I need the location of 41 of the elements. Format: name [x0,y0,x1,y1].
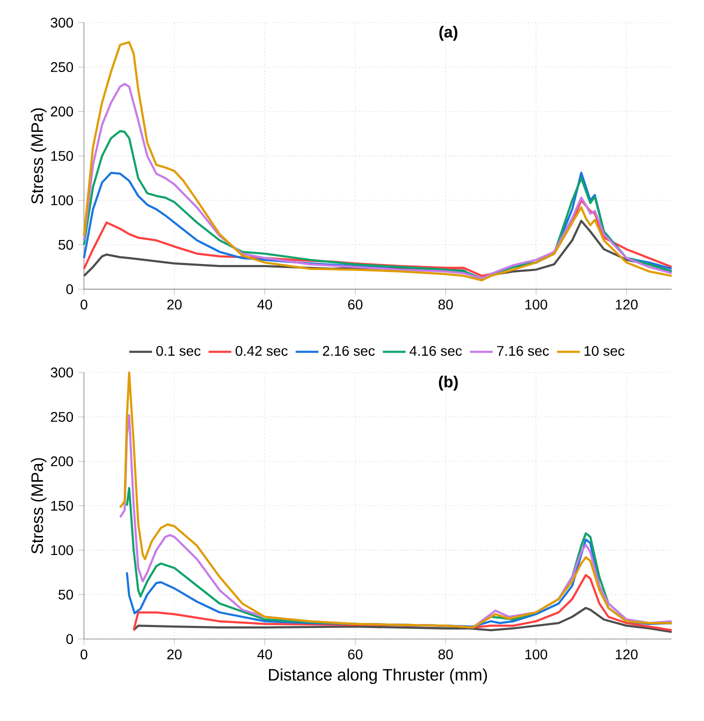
x-axis-title: Distance along Thruster (mm) [269,668,488,684]
line-series [83,41,673,282]
x-tick-label: 60 [348,649,363,660]
x-tick-label: 80 [438,649,454,660]
x-tick-label: 100 [526,300,548,310]
x-tick-label: 60 [348,300,363,310]
legend-label: 7.16 sec [497,346,550,356]
legend-label: 2.16 sec [323,346,375,356]
x-tick-label: 120 [616,649,638,660]
x-tick-label: 0 [80,649,88,660]
chart-title: (b) [439,376,458,391]
y-tick-label: 250 [51,62,74,72]
y-tick-label: 250 [51,412,74,422]
x-tick-label: 20 [167,300,182,310]
x-tick-label: 0 [80,300,88,310]
y-axis-title: Stress (MPa) [31,108,47,204]
x-tick-label: 40 [257,649,272,660]
x-tick-label: 100 [526,649,548,660]
y-tick-label: 150 [51,150,74,161]
y-tick-label: 100 [51,545,74,556]
y-tick-label: 0 [66,284,74,294]
y-tick-label: 300 [50,18,74,28]
x-tick-label: 40 [257,300,272,310]
line-series [119,371,673,629]
y-axis-title: Stress (MPa) [31,458,47,554]
y-tick-label: 200 [51,106,74,116]
x-tick-label: 80 [438,300,454,310]
y-tick-label: 150 [51,500,74,511]
legend-label: 0.1 sec [156,346,201,356]
legend-label: 4.16 sec [410,346,462,356]
x-tick-label: 120 [616,300,638,310]
y-tick-label: 0 [66,634,74,644]
y-tick-label: 50 [58,240,74,250]
y-tick-label: 50 [58,590,74,600]
legend-label: 0.42 sec [236,346,288,356]
y-tick-label: 100 [51,195,74,206]
y-tick-label: 300 [50,368,74,378]
x-tick-label: 20 [167,649,182,660]
chart-title: (a) [440,26,458,41]
legend-label: 10 sec [584,346,625,356]
y-tick-label: 200 [51,456,74,466]
